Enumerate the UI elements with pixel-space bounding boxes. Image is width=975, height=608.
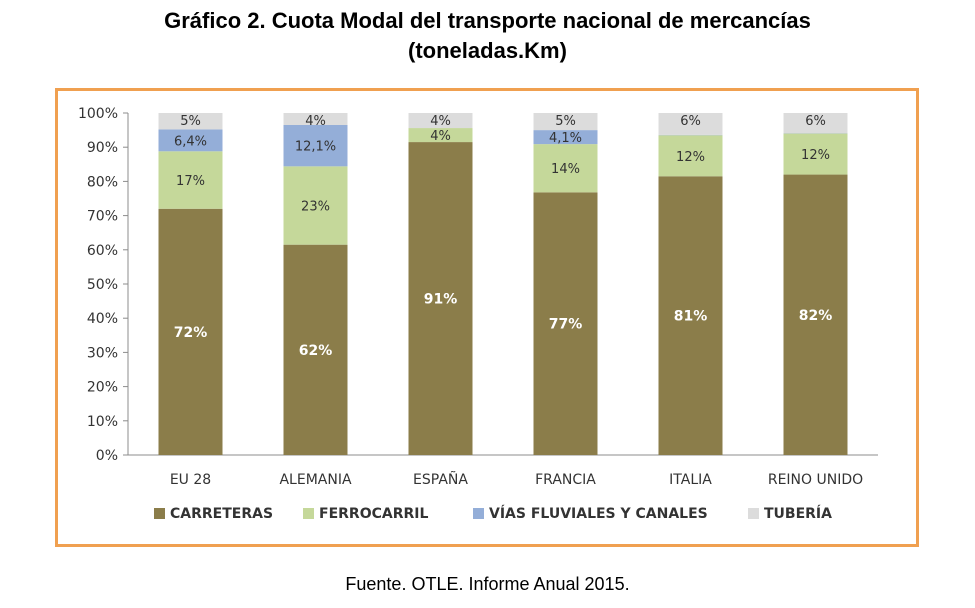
x-tick-label: ALEMANIA [279,472,351,488]
data-label: 77% [549,317,583,333]
legend-swatch [748,508,759,519]
data-label: 6% [680,114,701,129]
bar-segment-ferrocarril [783,133,848,175]
source-note: Fuente. OTLE. Informe Anual 2015. [345,574,630,594]
bar-segment-carreteras [408,142,473,455]
bar-segment-carreteras [283,244,348,455]
y-tick-label: 70% [87,209,118,225]
stacked-bar-chart: 0% 10% 20% 30% 40% 50% 60% 70% 80% 90% 100% 72% 17% 6… [78,106,878,522]
bar-segment-v-as-fluviales-y-canales [533,130,598,145]
bar-segment-ferrocarril [283,166,348,245]
x-tick-label: EU 28 [170,472,211,488]
data-label: 4% [305,114,326,129]
bar-segment-ferrocarril [408,128,473,143]
legend-label: FERROCARRIL [319,506,428,522]
chart-frame: 0% 10% 20% 30% 40% 50% 60% 70% 80% 90% 100% 72% 17% 6… [55,88,919,547]
bar-segment-v-as-fluviales-y-canales [283,124,348,167]
y-tick-label: 20% [87,380,118,396]
bar-segment-ferrocarril [658,135,723,177]
bar-segment-tuber-a [533,113,598,131]
legend-label: TUBERÍA [764,505,832,522]
bar-segment-carreteras [658,176,723,455]
bar-segment-carreteras [783,174,848,455]
data-label: 81% [674,309,708,325]
bar-segment-tuber-a [158,113,223,130]
y-tick-label: 90% [87,140,118,156]
bar-segment-tuber-a [408,113,473,129]
y-tick-label: 0% [96,448,118,464]
y-tick-label: 30% [87,345,118,361]
legend-swatch [303,508,314,519]
y-tick-label: 40% [87,311,118,327]
data-label: 62% [299,343,333,359]
legend-swatch [154,508,165,519]
data-label: 12% [676,150,705,165]
data-label: 5% [555,114,576,129]
x-tick-label: REINO UNIDO [768,472,863,488]
x-tick-label: ESPAÑA [413,471,468,488]
data-label: 4% [430,114,451,129]
bar-segment-carreteras [158,208,223,455]
legend-label: VÍAS FLUVIALES Y CANALES [489,505,708,522]
data-label: 6% [805,114,826,129]
data-label: 82% [799,308,833,324]
chart-title-line2: (toneladas.Km) [408,38,567,63]
bar-segment-carreteras [533,192,598,455]
data-label: 12% [801,148,830,163]
chart-title-line1: Gráfico 2. Cuota Modal del transporte na… [164,8,811,33]
data-label: 12,1% [295,140,336,155]
data-label: 23% [301,200,330,215]
x-tick-label: ITALIA [669,472,712,488]
data-label: 6,4% [174,134,207,149]
y-tick-label: 10% [87,414,118,430]
data-label: 91% [424,292,458,308]
bar-segment-v-as-fluviales-y-canales [158,129,223,152]
bar-segment-ferrocarril [158,151,223,209]
y-tick-label: 50% [87,277,118,293]
data-label: 5% [180,114,201,129]
bar-segment-tuber-a [283,113,348,125]
y-tick-label: 80% [87,174,118,190]
data-label: 14% [551,162,580,177]
bar-segment-ferrocarril [533,144,598,193]
chart-title: Gráfico 2. Cuota Modal del transporte na… [0,6,975,66]
data-label: 72% [174,325,208,341]
legend-label: CARRETERAS [170,506,273,522]
y-tick-label: 60% [87,243,118,259]
data-label: 4,1% [549,131,582,146]
bar-segment-tuber-a [783,113,848,134]
data-label: 17% [176,174,205,189]
y-tick-label: 100% [78,106,118,122]
legend-swatch [473,508,484,519]
data-label: 4% [430,129,451,144]
bar-segment-tuber-a [658,113,723,135]
x-tick-label: FRANCIA [535,472,596,488]
